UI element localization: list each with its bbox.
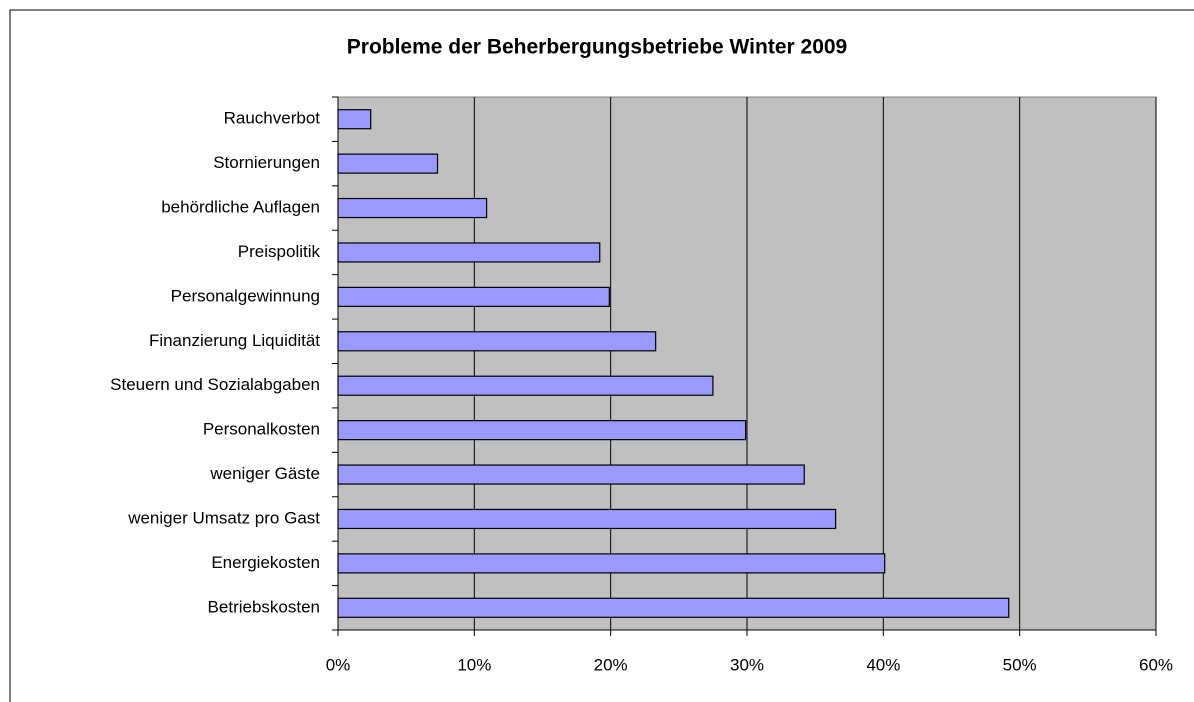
bar	[337, 464, 805, 485]
y-tick-label: weniger Umsatz pro Gast	[127, 508, 320, 527]
y-tick-label: Steuern und Sozialabgaben	[110, 375, 320, 394]
y-tick-label: Personalkosten	[203, 420, 320, 439]
bar	[337, 109, 372, 130]
y-tick-label: Rauchverbot	[224, 109, 321, 128]
x-tick-label: 60%	[1139, 655, 1173, 674]
y-tick-label: behördliche Auflagen	[161, 198, 320, 217]
x-tick-label: 40%	[866, 655, 900, 674]
bar	[337, 553, 886, 574]
bar	[337, 197, 488, 219]
y-tick-label: Energiekosten	[211, 553, 320, 572]
y-tick-label: Preispolitik	[238, 242, 321, 261]
y-tick-label: Personalgewinnung	[171, 286, 320, 305]
y-tick-label: Betriebskosten	[208, 597, 320, 616]
x-tick-label: 10%	[457, 655, 491, 674]
bar	[337, 286, 610, 307]
bar	[337, 375, 714, 396]
bar	[337, 420, 747, 441]
y-tick-label: Finanzierung Liquidität	[149, 331, 320, 350]
y-tick-label: weniger Gäste	[209, 464, 320, 483]
x-tick-label: 50%	[1003, 655, 1037, 674]
y-tick-label: Stornierungen	[213, 153, 320, 172]
x-tick-label: 0%	[326, 655, 351, 674]
chart-title: Probleme der Beherbergungsbetriebe Winte…	[347, 36, 847, 59]
x-tick-label: 30%	[730, 655, 764, 674]
bar	[337, 597, 1010, 618]
bar	[337, 153, 439, 174]
bar	[337, 242, 601, 263]
bar	[337, 331, 657, 352]
bar	[337, 508, 837, 530]
x-tick-label: 20%	[594, 655, 628, 674]
